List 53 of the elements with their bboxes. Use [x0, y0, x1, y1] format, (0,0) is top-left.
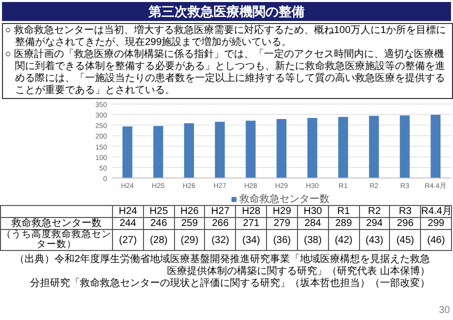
data-label: 246 [143, 218, 174, 230]
data-label: 294 [359, 218, 390, 230]
data-label: 244 [112, 218, 144, 230]
bar [369, 116, 379, 178]
data-label: 266 [204, 218, 236, 230]
text: （出典）令和2年度厚生労働省地域医療基盤開発推進研究事業「地域医療構想を見据えた救急医療提供体制の構築に関する研究」（研究代表 山本保博） [13, 254, 430, 278]
data-label: 289 [328, 218, 359, 230]
data-label: 259 [174, 218, 205, 230]
bar [214, 122, 225, 178]
bar [307, 118, 318, 178]
category-label: H25 [150, 206, 168, 217]
text: (34) [236, 230, 267, 250]
text: (27) [112, 230, 144, 250]
category-label: R3 [398, 206, 412, 217]
text: 30 [438, 305, 450, 316]
text: (28) [143, 230, 174, 250]
data-label: 296 [390, 218, 421, 230]
category-label: H30 [304, 206, 322, 217]
data-label: 284 [297, 218, 328, 230]
category-label: R1 [337, 206, 350, 217]
text: (32) [204, 230, 236, 250]
bar [430, 114, 441, 178]
category-label: H28 [242, 206, 260, 217]
bar [184, 123, 194, 178]
text: (46) [420, 230, 452, 250]
text: 救命救急センター数 [0, 218, 112, 230]
category-label: H27 [211, 206, 230, 217]
text: ○ 医療計画の「救急医療の体制構築に係る指針」では、「一定のアクセス時間内に、適切な医療機関に到着できる体制を整備する必要がある」としつつも、新たに救命救急医療施設等の整備を進める際には、「一施設当たりの患者数を一定以上に維持する等して質の高い救急医療を提供することが重要である」とされている。 [5, 49, 446, 97]
category-label: H24 [118, 206, 138, 217]
bar [246, 120, 256, 178]
category-label: H29 [272, 206, 292, 217]
bar [338, 116, 348, 178]
bar [276, 119, 286, 178]
bar [400, 115, 410, 178]
category-label: H26 [180, 206, 199, 217]
text: (29) [174, 230, 205, 250]
data-label: 271 [236, 218, 267, 230]
bar [122, 126, 132, 178]
text: (43) [359, 230, 390, 250]
category-label: R2 [368, 206, 381, 217]
text: ○ 救命救急センターは当初、増大する救急医療需要に対応するため、概ね100万人に1か所を目標に整備がなされてきたが、現在299施設まで増加が続いている。 [5, 25, 448, 48]
text: (38) [297, 230, 328, 250]
data-label: 279 [266, 218, 298, 230]
data-label: 299 [420, 218, 452, 230]
chart-title: 第三次救急医療機関の整備 [2, 2, 451, 21]
legend-label: 救命救急センター数 [238, 193, 330, 205]
text: 分担研究「救命救急センターの現状と評価に関する研究」（坂本哲也担当）（一部改変） [29, 278, 430, 290]
text: （うち高度救命救急センター数） [0, 229, 112, 250]
category-label: R4.4月 [421, 206, 452, 217]
text: (45) [390, 230, 421, 250]
bar [153, 126, 164, 178]
text: (36) [266, 230, 298, 250]
text: (42) [328, 230, 359, 250]
